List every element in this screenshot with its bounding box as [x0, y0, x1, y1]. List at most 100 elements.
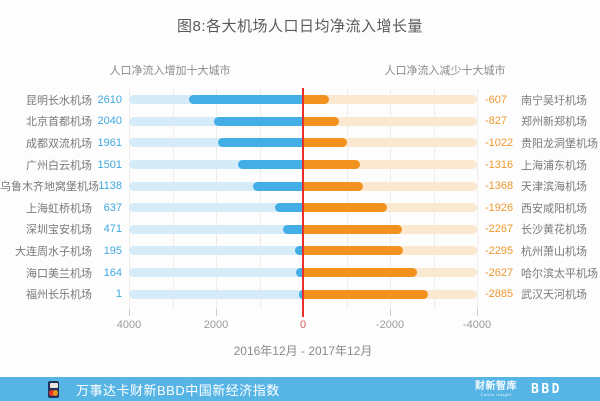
decrease-airport-label: 郑州新郑机场: [521, 116, 587, 129]
airport-row: 北京首都机场 2040 -827 郑州新郑机场: [0, 111, 600, 133]
decrease-airport-label: 哈尔滨太平机场: [521, 267, 598, 280]
increase-airport-label: 大连周水子机场: [15, 245, 92, 258]
footer-bar: 万事达卡财新BBD中国新经济指数 财新智库 Caixin Insight BBD: [0, 377, 600, 401]
airport-row: 上海虹桥机场 637 -1926 西安咸阳机场: [0, 197, 600, 219]
decrease-bar: [303, 268, 417, 278]
increase-bar-track: [129, 203, 303, 213]
decrease-airport-label: 贵阳龙洞堡机场: [521, 137, 598, 150]
decrease-bar-track: [303, 116, 477, 126]
increase-value: 195: [103, 244, 122, 257]
increase-bar-track: [129, 246, 303, 256]
decrease-bar-track: [303, 95, 477, 105]
caixin-insight-logo: 财新智库 Caixin Insight: [475, 380, 518, 397]
decrease-bar-track: [303, 160, 477, 170]
caixin-logo-subtext: Caixin Insight: [480, 391, 512, 397]
bar-plot-area: [129, 95, 477, 105]
airport-row: 大连周水子机场 195 -2295 杭州萧山机场: [0, 240, 600, 262]
axis-tick-label: 4000: [116, 319, 142, 331]
increase-bar: [253, 181, 303, 191]
axis-tick-label: -2000: [375, 319, 405, 331]
decrease-bar-track: [303, 203, 477, 213]
bar-plot-area: [129, 116, 477, 126]
decrease-value: -827: [485, 115, 508, 128]
bar-plot-area: [129, 203, 477, 213]
gridline: [216, 89, 217, 309]
left-column-header: 人口净流入增加十大城市: [109, 65, 231, 77]
increase-value: 164: [103, 266, 122, 279]
increase-bar: [238, 160, 303, 170]
increase-bar-track: [129, 268, 303, 278]
increase-airport-label: 深圳宝安机场: [26, 224, 92, 237]
increase-airport-label: 上海虹桥机场: [26, 202, 92, 215]
bar-plot-area: [129, 160, 477, 170]
decrease-airport-label: 上海浦东机场: [521, 159, 587, 172]
increase-value: 2610: [97, 93, 122, 106]
zero-axis-line: [302, 88, 304, 317]
decrease-value: -2267: [485, 223, 514, 236]
axis-tick-label: 2000: [203, 319, 229, 331]
bar-plot-area: [129, 268, 477, 278]
increase-value: 1961: [97, 136, 122, 149]
increase-airport-label: 福州长乐机场: [26, 289, 92, 302]
decrease-bar: [303, 224, 402, 234]
gridline: [259, 89, 261, 309]
airport-row: 乌鲁木齐地窝堡机场 1138 -1368 天津滨海机场: [0, 175, 600, 197]
increase-bar-track: [129, 138, 303, 148]
airport-row: 昆明长水机场 2610 -607 南宁吴圩机场: [0, 89, 600, 111]
increase-bar-track: [129, 181, 303, 191]
increase-bar: [295, 246, 303, 256]
decrease-airport-label: 西安咸阳机场: [521, 202, 587, 215]
right-column-header: 人口净流入减少十大城市: [384, 65, 506, 77]
decrease-airport-label: 长沙黄花机场: [521, 224, 587, 237]
axis-tick: [129, 309, 130, 316]
decrease-bar: [303, 246, 403, 256]
decrease-bar: [303, 289, 428, 299]
increase-bar: [218, 138, 303, 148]
increase-airport-label: 海口美兰机场: [26, 267, 92, 280]
decrease-airport-label: 杭州萧山机场: [521, 245, 587, 258]
bar-plot-area: [129, 138, 477, 148]
bar-plot-area: [129, 289, 477, 299]
decrease-bar: [303, 95, 329, 105]
decrease-value: -2627: [485, 266, 514, 279]
airport-row: 福州长乐机场 1 -2885 武汉天河机场: [0, 283, 600, 305]
increase-airport-label: 乌鲁木齐地窝堡机场: [0, 181, 99, 194]
airport-row: 成都双流机场 1961 -1022 贵阳龙洞堡机场: [0, 132, 600, 154]
gridline: [477, 89, 478, 309]
decrease-airport-label: 天津滨海机场: [521, 181, 587, 194]
increase-airport-label: 昆明长水机场: [26, 94, 92, 107]
axis-tick-label: 0: [299, 319, 307, 331]
increase-bar: [275, 203, 303, 213]
decrease-value: -2295: [485, 244, 514, 257]
decrease-value: -2885: [485, 288, 514, 301]
increase-value: 1501: [97, 158, 122, 171]
chart-title: 图8:各大机场人口日均净流入增长量: [176, 18, 423, 35]
decrease-value: -1316: [485, 158, 514, 171]
decrease-value: -1022: [485, 136, 514, 149]
increase-bar: [189, 95, 303, 105]
increase-value: 471: [103, 223, 122, 236]
decrease-value: -1368: [485, 180, 514, 193]
bbd-logo: BBD: [531, 381, 562, 397]
increase-bar: [214, 116, 303, 126]
airport-row: 深圳宝安机场 471 -2267 长沙黄花机场: [0, 219, 600, 241]
decrease-bar: [303, 181, 363, 191]
caixin-logo-text: 财新智库: [475, 380, 518, 392]
decrease-airport-label: 南宁吴圩机场: [521, 94, 587, 107]
decrease-bar: [303, 116, 339, 126]
increase-airport-label: 成都双流机场: [26, 137, 92, 150]
gridline: [172, 89, 174, 309]
decrease-bar-track: [303, 138, 477, 148]
increase-bar-track: [129, 224, 303, 234]
airport-row: 海口美兰机场 164 -2627 哈尔滨太平机场: [0, 262, 600, 284]
increase-value: 1: [115, 288, 122, 301]
bar-plot-area: [129, 181, 477, 191]
gridline: [390, 89, 391, 309]
axis-tick-label: -4000: [462, 319, 492, 331]
increase-value: 1138: [98, 180, 122, 193]
increase-bar: [283, 224, 303, 234]
decrease-bar: [303, 160, 360, 170]
increase-airport-label: 北京首都机场: [26, 116, 92, 129]
bar-plot-area: [129, 224, 477, 234]
